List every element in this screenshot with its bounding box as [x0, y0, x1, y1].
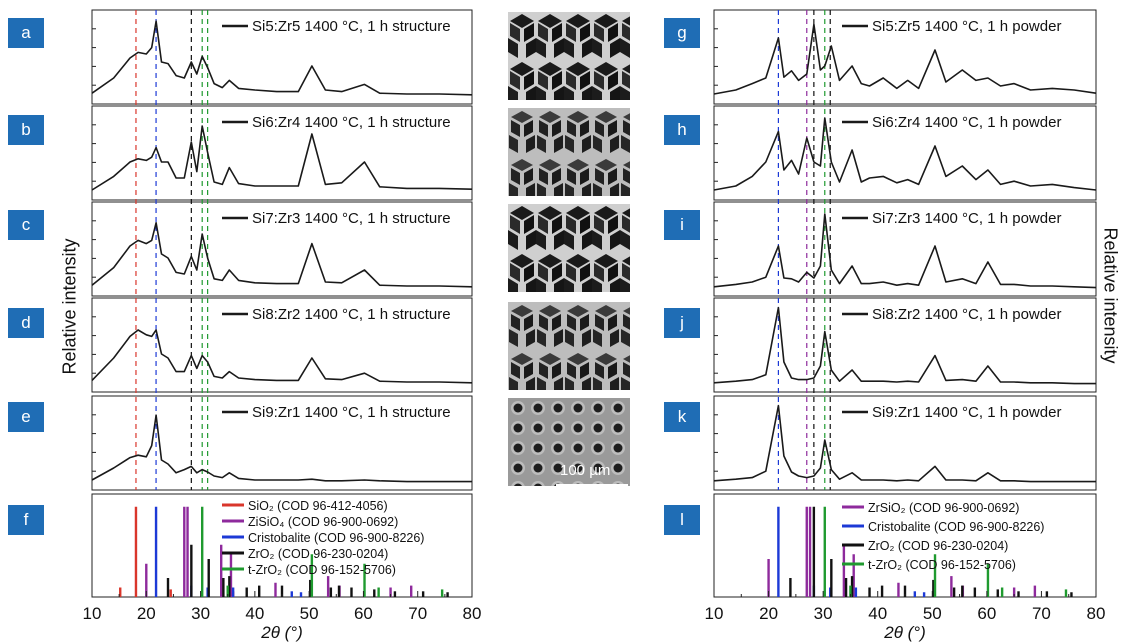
series-label: Si8:Zr2 1400 °C, 1 h powder: [872, 306, 1061, 323]
panel-frame: [713, 105, 1097, 201]
x-tick-label: 60: [977, 604, 996, 623]
panel-frame: [713, 297, 1097, 393]
scale-bar: [556, 484, 628, 487]
panel-frame: [91, 9, 473, 105]
panel-badge-k: k: [664, 402, 700, 432]
panel-frame: [91, 105, 473, 201]
right-y-axis-label: Relative intensity: [1100, 227, 1121, 364]
xrd-series-line: [713, 23, 1097, 95]
xrd-series-line: [713, 117, 1097, 191]
sem-image-b: [508, 108, 630, 196]
reference-legend-label: ZrO₂ (COD 96-230-0204): [868, 539, 1008, 553]
series-label: Si6:Zr4 1400 °C, 1 h structure: [252, 114, 451, 131]
scale-bar-label: 100 µm: [560, 462, 611, 479]
panel-badge-d: d: [8, 308, 44, 338]
x-tick-label: 10: [83, 604, 102, 623]
series-label: Si9:Zr1 1400 °C, 1 h powder: [872, 404, 1061, 421]
x-tick-label: 40: [245, 604, 264, 623]
panel-frame: [91, 201, 473, 297]
honeycomb-pattern-icon: [508, 12, 630, 100]
reference-legend-label: t-ZrO₂ (COD 96-152-5706): [248, 563, 396, 577]
x-tick-label: 70: [408, 604, 427, 623]
series-label: Si9:Zr1 1400 °C, 1 h structure: [252, 404, 451, 421]
panel-badge-l: l: [664, 505, 700, 535]
panel-frame: [91, 395, 473, 491]
x-tick-label: 30: [814, 604, 833, 623]
x-tick-label: 60: [354, 604, 373, 623]
left-y-axis-label: Relative intensity: [59, 238, 80, 375]
panel-frame: [713, 395, 1097, 491]
series-label: Si7:Zr3 1400 °C, 1 h structure: [252, 210, 451, 227]
x-tick-label: 80: [1087, 604, 1106, 623]
xrd-series-line: [713, 404, 1096, 483]
series-label: Si7:Zr3 1400 °C, 1 h powder: [872, 210, 1061, 227]
panel-badge-g: g: [664, 18, 700, 48]
series-label: Si5:Zr5 1400 °C, 1 h structure: [252, 18, 451, 35]
x-tick-label: 40: [868, 604, 887, 623]
x-tick-label: 50: [923, 604, 942, 623]
panel-badge-c: c: [8, 210, 44, 240]
xrd-series-line: [91, 414, 472, 483]
honeycomb-pattern-icon: [508, 302, 630, 390]
panel-frame: [713, 9, 1097, 105]
panel-badge-b: b: [8, 115, 44, 145]
reference-legend-label: ZiSiO₄ (COD 96-900-0692): [248, 515, 398, 529]
left-x-axis-label: 2θ (°): [260, 623, 303, 642]
panel-badge-e: e: [8, 402, 44, 432]
x-tick-label: 20: [137, 604, 156, 623]
series-label: Si8:Zr2 1400 °C, 1 h structure: [252, 306, 451, 323]
x-tick-label: 70: [1032, 604, 1051, 623]
panel-badge-f: f: [8, 505, 44, 535]
reference-legend-label: ZrO₂ (COD 96-230-0204): [248, 547, 388, 561]
honeycomb-pattern-icon: [508, 108, 630, 196]
reference-legend-label: Cristobalite (COD 96-900-8226): [248, 531, 424, 545]
xrd-series-line: [91, 125, 473, 191]
xrd-series-line: [91, 329, 473, 384]
sem-image-e: [508, 398, 630, 486]
panel-badge-h: h: [664, 115, 700, 145]
porous-pattern-icon: [508, 398, 630, 486]
xrd-series-line: [91, 222, 473, 288]
series-label: Si5:Zr5 1400 °C, 1 h powder: [872, 18, 1061, 35]
x-tick-label: 80: [463, 604, 482, 623]
x-tick-label: 20: [759, 604, 778, 623]
xrd-series-line: [713, 213, 1097, 289]
panel-badge-i: i: [664, 210, 700, 240]
panel-badge-j: j: [664, 308, 700, 338]
xrd-series-line: [713, 306, 1096, 385]
x-tick-label: 10: [705, 604, 724, 623]
reference-legend-label: ZrSiO₂ (COD 96-900-0692): [868, 501, 1019, 515]
x-tick-label: 50: [300, 604, 319, 623]
series-label: Si6:Zr4 1400 °C, 1 h powder: [872, 114, 1061, 131]
reference-legend-label: t-ZrO₂ (COD 96-152-5706): [868, 558, 1016, 572]
panel-frame: [91, 297, 473, 393]
panel-badge-a: a: [8, 18, 44, 48]
reference-legend-label: SiO₂ (COD 96-412-4056): [248, 499, 388, 513]
sem-image-d: [508, 302, 630, 390]
xrd-series-line: [91, 20, 473, 96]
sem-image-c: [508, 204, 630, 292]
honeycomb-pattern-icon: [508, 204, 630, 292]
x-tick-label: 30: [191, 604, 210, 623]
right-x-axis-label: 2θ (°): [883, 623, 926, 642]
reference-legend-label: Cristobalite (COD 96-900-8226): [868, 520, 1044, 534]
panel-frame: [713, 201, 1097, 297]
sem-image-a: [508, 12, 630, 100]
